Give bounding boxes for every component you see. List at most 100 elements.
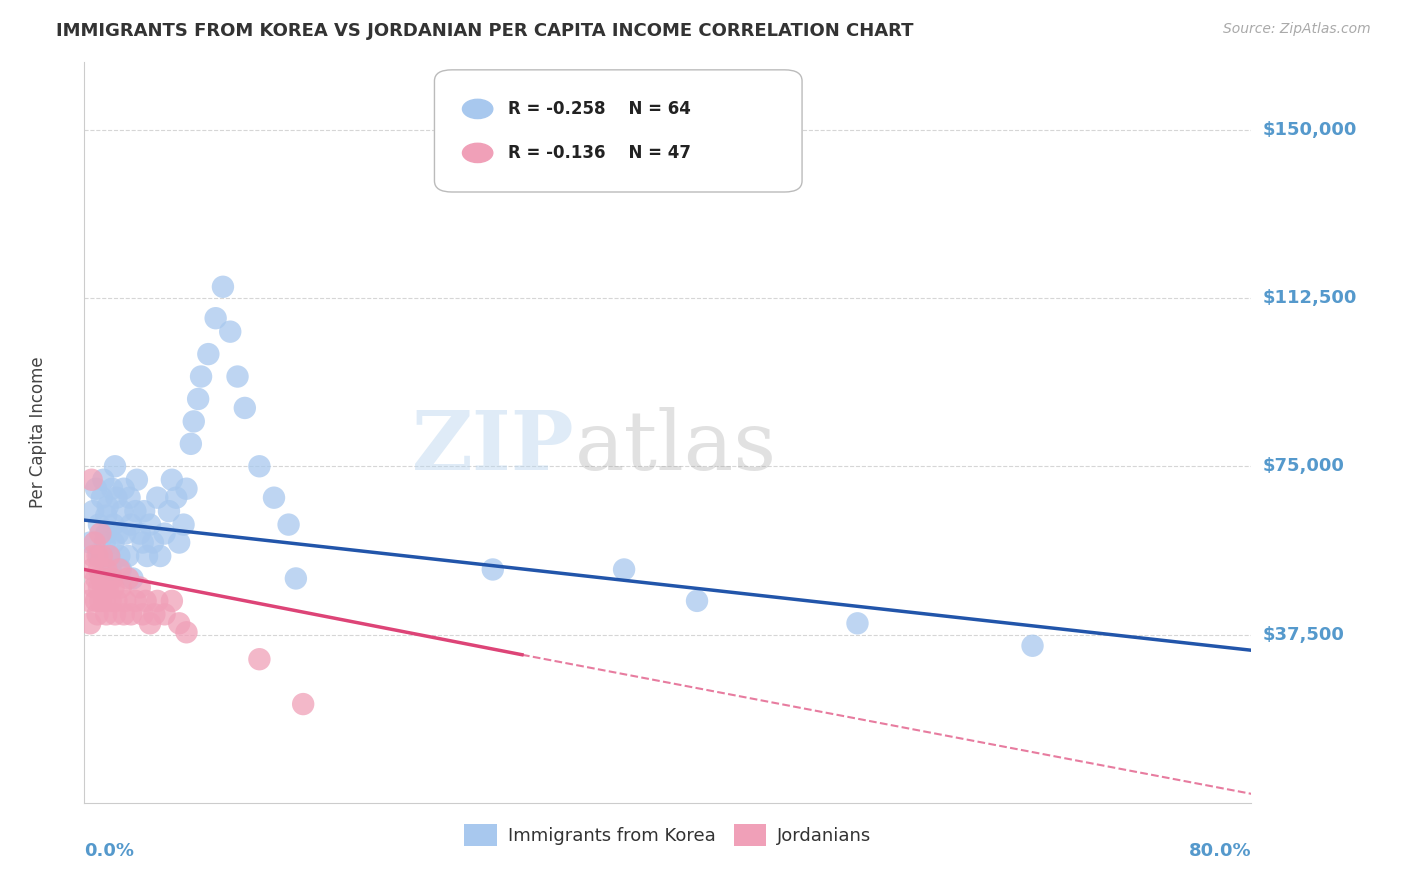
Point xyxy=(100,594,122,608)
Point xyxy=(110,581,132,595)
Point xyxy=(98,549,121,563)
FancyBboxPatch shape xyxy=(434,70,801,192)
Point xyxy=(160,594,183,608)
Point xyxy=(167,535,190,549)
Point xyxy=(87,581,110,595)
Point xyxy=(226,369,249,384)
Point xyxy=(90,549,112,563)
Point xyxy=(120,607,142,622)
Point xyxy=(80,562,103,576)
Point xyxy=(80,473,103,487)
Point xyxy=(132,607,155,622)
Point xyxy=(103,517,125,532)
Point xyxy=(167,616,190,631)
Point xyxy=(108,549,131,563)
Point xyxy=(87,562,110,576)
Point xyxy=(128,526,150,541)
Point xyxy=(187,392,209,406)
Point xyxy=(143,607,166,622)
Point xyxy=(82,504,104,518)
Point xyxy=(197,347,219,361)
Point xyxy=(89,526,111,541)
Point xyxy=(142,535,165,549)
Legend: Immigrants from Korea, Jordanians: Immigrants from Korea, Jordanians xyxy=(457,816,879,853)
Point xyxy=(98,549,121,563)
Point xyxy=(120,517,142,532)
Point xyxy=(118,491,141,505)
Point xyxy=(263,491,285,505)
Point xyxy=(292,697,315,711)
Point xyxy=(89,594,111,608)
Point xyxy=(87,549,110,563)
Point xyxy=(112,482,135,496)
Point xyxy=(173,517,195,532)
Point xyxy=(249,459,271,474)
Text: $150,000: $150,000 xyxy=(1263,120,1357,139)
Point xyxy=(146,594,169,608)
Point xyxy=(482,562,505,576)
Point xyxy=(165,491,187,505)
Point xyxy=(97,581,120,595)
Point xyxy=(124,504,146,518)
Point xyxy=(1021,639,1043,653)
Text: Per Capita Income: Per Capita Income xyxy=(28,357,46,508)
Point xyxy=(176,625,198,640)
Point xyxy=(117,549,139,563)
Point xyxy=(132,535,155,549)
Point xyxy=(233,401,256,415)
Point xyxy=(183,414,205,428)
Point xyxy=(153,526,176,541)
Point xyxy=(105,594,128,608)
Text: IMMIGRANTS FROM KOREA VS JORDANIAN PER CAPITA INCOME CORRELATION CHART: IMMIGRANTS FROM KOREA VS JORDANIAN PER C… xyxy=(56,22,914,40)
Point xyxy=(114,594,136,608)
Point xyxy=(160,473,183,487)
Point xyxy=(153,607,176,622)
Point xyxy=(103,535,125,549)
Point xyxy=(101,571,124,585)
Point xyxy=(125,473,148,487)
Text: atlas: atlas xyxy=(575,408,776,487)
Point xyxy=(94,535,117,549)
Point xyxy=(846,616,869,631)
Point xyxy=(82,549,104,563)
Point xyxy=(157,504,180,518)
Text: Source: ZipAtlas.com: Source: ZipAtlas.com xyxy=(1223,22,1371,37)
Point xyxy=(104,607,127,622)
Circle shape xyxy=(463,144,494,162)
Point xyxy=(77,594,100,608)
Point xyxy=(79,535,101,549)
Point xyxy=(204,311,226,326)
Point xyxy=(277,517,299,532)
Point xyxy=(104,459,127,474)
Point xyxy=(83,581,105,595)
Text: R = -0.258    N = 64: R = -0.258 N = 64 xyxy=(508,100,690,118)
Point xyxy=(87,517,110,532)
Point xyxy=(90,571,112,585)
Point xyxy=(284,571,307,585)
Point xyxy=(91,473,114,487)
Text: ZIP: ZIP xyxy=(412,408,575,487)
Point xyxy=(86,607,108,622)
Text: $75,000: $75,000 xyxy=(1263,458,1344,475)
Point xyxy=(117,571,139,585)
Point xyxy=(121,571,143,585)
Text: $112,500: $112,500 xyxy=(1263,289,1357,307)
Text: 0.0%: 0.0% xyxy=(84,842,135,860)
Point xyxy=(96,508,118,523)
Point xyxy=(124,594,146,608)
Point xyxy=(139,616,162,631)
Text: 80.0%: 80.0% xyxy=(1188,842,1251,860)
Point xyxy=(176,482,198,496)
Point xyxy=(190,369,212,384)
Point xyxy=(114,526,136,541)
Point xyxy=(101,482,124,496)
Point xyxy=(86,549,108,563)
Point xyxy=(84,482,107,496)
Text: $37,500: $37,500 xyxy=(1263,625,1344,643)
Point xyxy=(103,581,125,595)
Point xyxy=(136,549,159,563)
Point xyxy=(135,594,157,608)
Point xyxy=(111,504,134,518)
Point xyxy=(79,616,101,631)
Point xyxy=(149,549,172,563)
